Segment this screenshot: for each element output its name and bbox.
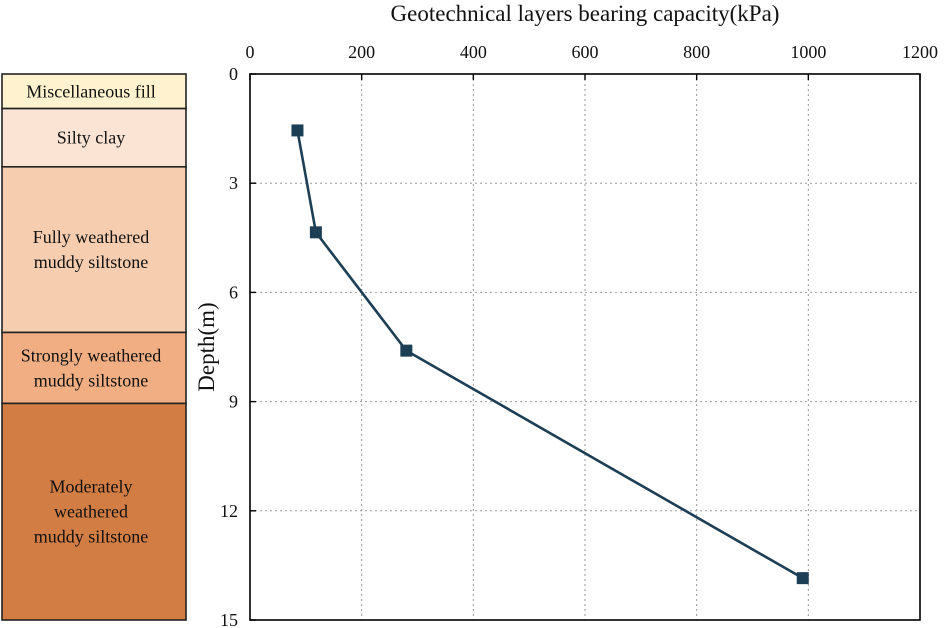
- y-tick-label: 9: [229, 392, 238, 412]
- y-tick-label: 15: [220, 610, 238, 628]
- data-point-marker: [291, 124, 304, 137]
- data-point-marker: [796, 572, 809, 585]
- x-tick-label: 800: [683, 42, 710, 62]
- y-axis-title: Depth(m): [194, 302, 219, 391]
- data-point-marker: [400, 344, 413, 357]
- y-tick-label: 3: [229, 173, 238, 193]
- stratum-label: Silty clay: [57, 128, 126, 148]
- x-tick-label: 1000: [790, 42, 826, 62]
- x-axis-ticks: 0 200 400 600 800 1000 1200: [246, 42, 938, 80]
- capacity-series: [291, 124, 809, 585]
- stratum-label: Miscellaneous fill: [26, 81, 155, 101]
- stratum-label: Strongly weathered: [21, 345, 161, 365]
- stratum-label: muddy siltstone: [34, 527, 149, 547]
- x-axis-title: Geotechnical layers bearing capacity(kPa…: [391, 1, 780, 26]
- x-tick-label: 600: [572, 42, 599, 62]
- x-tick-label: 0: [246, 42, 255, 62]
- x-tick-label: 1200: [902, 42, 938, 62]
- stratum-layer-box: [1, 73, 187, 110]
- x-tick-label: 400: [460, 42, 487, 62]
- y-tick-label: 6: [229, 282, 238, 302]
- stratum-layer-box: [1, 331, 187, 405]
- x-tick-label: 200: [348, 42, 375, 62]
- stratum-label: weathered: [54, 502, 128, 522]
- series-line: [296, 130, 804, 580]
- stratum-layer-box: [1, 166, 187, 334]
- stratum-label: Moderately: [50, 477, 133, 497]
- strata-column: Miscellaneous fill Silty clay Fully weathe…: [1, 73, 187, 621]
- stratum-label: muddy siltstone: [34, 370, 149, 390]
- y-tick-label: 0: [229, 64, 238, 84]
- grid-lines: [250, 74, 920, 620]
- stratum-label: muddy siltstone: [34, 252, 149, 272]
- y-axis-ticks: 0 3 6 9 12 15: [220, 64, 256, 628]
- stratum-layer-box: [1, 107, 187, 168]
- stratum-layer-box: [1, 402, 187, 621]
- stratum-label: Fully weathered: [33, 227, 149, 247]
- y-tick-label: 12: [220, 501, 238, 521]
- data-point-marker: [309, 226, 322, 239]
